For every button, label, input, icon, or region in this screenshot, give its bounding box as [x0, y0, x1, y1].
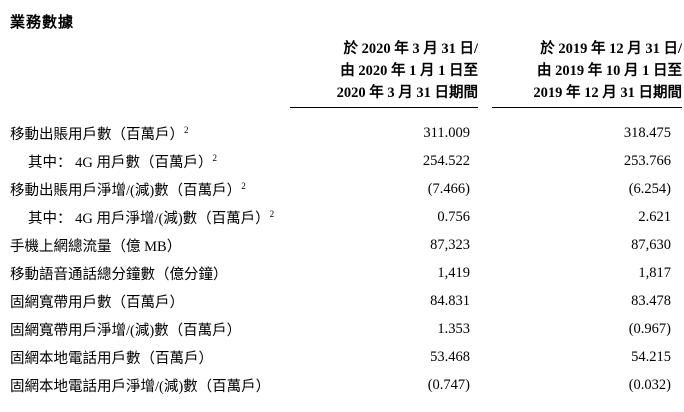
row-label-text: 移動語音通話總分鐘數（億分鐘） [10, 266, 228, 283]
header-line: 由 2020 年 1 月 1 日至 [340, 63, 478, 79]
table-row: 手機上網總流量（億 MB） 87,323 87,630 [10, 231, 682, 259]
table-row: 移動語音通話總分鐘數（億分鐘） 1,419 1,817 [10, 259, 682, 287]
row-label-text: 移動出賬用戶淨增/(減)數（百萬戶） [10, 182, 242, 199]
row-label-text: 其中： 4G 用戶淨增/(減)數（百萬戶） [28, 210, 270, 227]
value-2020: 84.831 [430, 292, 470, 309]
value-2020: 53.468 [430, 348, 470, 365]
row-label: 固網本地電話用戶淨增/(減)數（百萬戶） [10, 375, 290, 396]
table-header-row: 於 2020 年 3 月 31 日/ 由 2020 年 1 月 1 日至 202… [10, 38, 682, 108]
row-label: 固網本地電話用戶數（百萬戶） [10, 347, 290, 368]
value-2019: 2.621 [638, 208, 671, 225]
header-line: 由 2019 年 10 月 1 日至 [537, 63, 682, 79]
value-2019: 83.478 [631, 292, 671, 309]
table-row: 固網本地電話用戶數（百萬戶） 53.468 54.215 [10, 343, 682, 371]
page-title: 業務數據 [10, 15, 75, 31]
value-2019: (0.032) [628, 376, 671, 393]
column-header-2019-q4: 於 2019 年 12 月 31 日/ 由 2019 年 10 月 1 日至 2… [492, 38, 682, 108]
value-2019: (6.254) [628, 180, 671, 197]
table-row: 其中： 4G 用戶數（百萬戶）2 254.522 253.766 [10, 147, 682, 175]
row-label-text: 其中： 4G 用戶數（百萬戶） [28, 154, 213, 171]
footnote-ref: 2 [184, 124, 189, 135]
table-row: 移動出賬用戶淨增/(減)數（百萬戶）2 (7.466) (6.254) [10, 175, 682, 203]
value-2020: 87,323 [430, 236, 470, 253]
value-2020: 1.353 [437, 320, 470, 337]
value-2020: 1,419 [437, 264, 470, 281]
table-row: 固網寬帶用戶淨增/(減)數（百萬戶） 1.353 (0.967) [10, 315, 682, 343]
value-2020: 311.009 [423, 124, 470, 141]
row-label-text: 手機上網總流量（億 MB） [10, 238, 182, 255]
business-data-table: 於 2020 年 3 月 31 日/ 由 2020 年 1 月 1 日至 202… [10, 38, 682, 399]
header-line: 2019 年 12 月 31 日期間 [533, 85, 682, 101]
table-body: 移動出賬用戶數（百萬戶）2 311.009 318.475 其中： 4G 用戶數… [10, 119, 682, 399]
row-label: 移動出賬用戶數（百萬戶）2 [10, 123, 290, 144]
value-2019: 318.475 [623, 124, 671, 141]
footnote-ref: 2 [241, 180, 246, 191]
row-label-text: 移動出賬用戶數（百萬戶） [10, 126, 184, 143]
row-label: 固網寬帶用戶淨增/(減)數（百萬戶） [10, 319, 290, 340]
row-label-text: 固網本地電話用戶數（百萬戶） [10, 350, 213, 367]
header-line: 於 2020 年 3 月 31 日/ [343, 41, 478, 57]
value-2020: (7.466) [427, 180, 470, 197]
row-label-text: 固網寬帶用戶淨增/(減)數（百萬戶） [10, 322, 242, 339]
table-row: 其中： 4G 用戶淨增/(減)數（百萬戶）2 0.756 2.621 [10, 203, 682, 231]
header-line: 於 2019 年 12 月 31 日/ [540, 41, 682, 57]
row-label: 移動出賬用戶淨增/(減)數（百萬戶）2 [10, 179, 290, 200]
value-2019: 87,630 [631, 236, 671, 253]
value-2019: (0.967) [628, 320, 671, 337]
row-label: 移動語音通話總分鐘數（億分鐘） [10, 263, 290, 284]
value-2019: 1,817 [638, 264, 671, 281]
footnote-ref: 2 [212, 152, 217, 163]
value-2019: 253.766 [623, 152, 671, 169]
row-label: 手機上網總流量（億 MB） [10, 235, 290, 256]
value-2020: (0.747) [427, 376, 470, 393]
table-row: 固網寬帶用戶數（百萬戶） 84.831 83.478 [10, 287, 682, 315]
row-label-text: 固網本地電話用戶淨增/(減)數（百萬戶） [10, 378, 271, 395]
row-label: 固網寬帶用戶數（百萬戶） [10, 291, 290, 312]
value-2020: 254.522 [422, 152, 470, 169]
value-2020: 0.756 [437, 208, 470, 225]
table-row: 移動出賬用戶數（百萬戶）2 311.009 318.475 [10, 119, 682, 147]
value-2019: 54.215 [631, 348, 671, 365]
table-row: 固網本地電話用戶淨增/(減)數（百萬戶） (0.747) (0.032) [10, 371, 682, 399]
column-header-2020-q1: 於 2020 年 3 月 31 日/ 由 2020 年 1 月 1 日至 202… [290, 38, 478, 108]
footnote-ref: 2 [269, 208, 275, 219]
row-label-text: 固網寬帶用戶數（百萬戶） [10, 294, 184, 311]
header-line: 2020 年 3 月 31 日期間 [336, 85, 478, 101]
row-label: 其中： 4G 用戶數（百萬戶）2 [10, 151, 290, 172]
row-label: 其中： 4G 用戶淨增/(減)數（百萬戶）2 [10, 207, 290, 228]
